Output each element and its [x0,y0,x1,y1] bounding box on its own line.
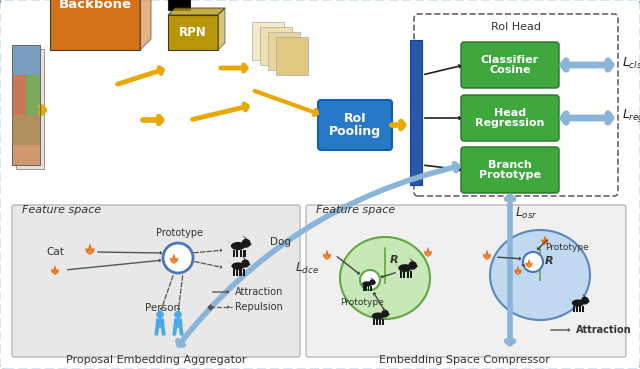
Polygon shape [325,254,329,259]
Bar [239,269,241,276]
Text: Embedding Space Compressor: Embedding Space Compressor [379,355,549,365]
Bar [582,306,584,313]
Bar [243,269,244,276]
Circle shape [241,259,250,268]
Text: Classifier: Classifier [481,55,539,65]
Bar [380,319,381,325]
Bar [403,272,405,278]
Circle shape [408,261,417,270]
Ellipse shape [247,263,250,265]
Text: Prototype: Prototype [156,228,204,238]
Bar [168,0,190,10]
Bar [276,37,308,75]
Polygon shape [568,297,572,301]
Bar [410,272,412,278]
Text: Head: Head [494,108,526,118]
Polygon shape [154,328,159,335]
Bar [410,40,422,185]
Ellipse shape [362,281,372,287]
Polygon shape [85,243,95,255]
Bar [368,286,369,291]
Polygon shape [516,269,520,274]
FancyBboxPatch shape [414,14,618,196]
Text: $L_{osr}$: $L_{osr}$ [515,206,538,221]
Bar [370,286,372,291]
Polygon shape [173,318,183,328]
Circle shape [360,270,380,290]
FancyBboxPatch shape [461,42,559,88]
Bar [12,115,40,145]
Polygon shape [359,279,362,283]
Bar [573,306,575,313]
Ellipse shape [414,265,418,268]
Bar [12,45,40,75]
Polygon shape [582,294,586,297]
Circle shape [242,239,251,248]
Circle shape [523,252,543,272]
Polygon shape [370,277,373,279]
Polygon shape [227,259,232,264]
Ellipse shape [232,262,244,270]
Polygon shape [140,0,151,50]
Ellipse shape [572,300,584,307]
Text: Backbone: Backbone [58,0,131,11]
Polygon shape [179,328,184,335]
Text: R: R [545,256,554,266]
Polygon shape [485,254,489,259]
Polygon shape [394,261,398,266]
Polygon shape [409,258,413,261]
Text: $L_{reg}$: $L_{reg}$ [622,107,640,124]
Bar [579,306,581,313]
Text: Prototype: Prototype [545,243,589,252]
Circle shape [156,311,164,318]
Bar [12,145,40,165]
Bar [406,272,409,278]
Bar [400,272,402,278]
Text: $L_{cls}$: $L_{cls}$ [622,55,640,70]
Polygon shape [382,307,386,310]
Bar [232,249,235,257]
Polygon shape [527,262,531,267]
Bar [383,319,385,325]
Polygon shape [168,15,218,50]
Polygon shape [426,251,430,256]
Text: Branch: Branch [488,160,532,170]
Polygon shape [525,259,533,268]
Text: RoI: RoI [344,111,366,124]
Ellipse shape [340,237,430,319]
Polygon shape [172,328,177,335]
Circle shape [369,279,376,285]
Text: Cat: Cat [46,247,64,257]
Text: Attraction: Attraction [235,287,284,297]
Text: Feature space: Feature space [316,205,396,215]
Bar [236,249,238,257]
Bar [576,306,578,313]
Bar [236,269,238,276]
Polygon shape [51,265,60,275]
Text: Cosine: Cosine [489,65,531,75]
Ellipse shape [587,300,589,303]
Ellipse shape [374,282,376,283]
Text: Prototype: Prototype [479,170,541,180]
Ellipse shape [372,313,384,320]
Polygon shape [168,8,225,15]
Bar [12,75,26,115]
FancyBboxPatch shape [461,95,559,141]
Polygon shape [172,258,176,263]
Polygon shape [368,310,372,314]
Text: Feature space: Feature space [22,205,101,215]
Bar [376,319,378,325]
Polygon shape [541,235,549,245]
Polygon shape [243,235,247,239]
Text: Repulsion: Repulsion [235,302,283,312]
Polygon shape [424,247,432,257]
Text: Dog: Dog [270,237,291,247]
Bar [252,22,284,60]
FancyBboxPatch shape [318,100,392,150]
Text: Pooling: Pooling [329,125,381,138]
Ellipse shape [248,243,252,245]
Bar [233,269,235,276]
Polygon shape [543,239,547,244]
Polygon shape [156,318,164,328]
